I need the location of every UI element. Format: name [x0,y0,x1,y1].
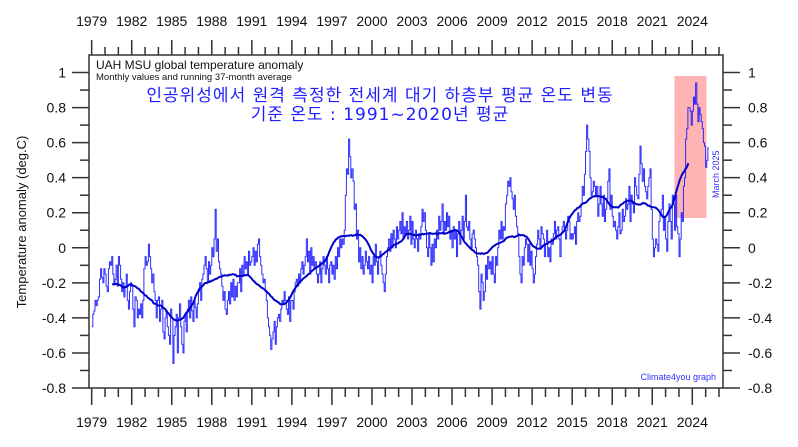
chart-title: UAH MSU global temperature anomaly [96,58,303,72]
y-tick-label-left: -0.8 [42,380,66,396]
y-tick-label-right: 0.4 [748,170,768,186]
highlight-region [674,76,707,218]
y-tick-label-left: 0.2 [47,205,67,221]
x-tick-label-bottom: 2006 [436,414,467,430]
y-tick-label-right: -0.8 [748,380,772,396]
x-tick-label-bottom: 2003 [396,414,427,430]
y-tick-label-left: -0.6 [42,345,66,361]
x-tick-label-bottom: 1994 [276,414,307,430]
running-mean-line [111,162,690,322]
x-tick-label-top: 1985 [156,13,187,29]
x-tick-label-bottom: 2015 [557,414,588,430]
x-tick-label-bottom: 2024 [677,414,708,430]
monthly-values-line [91,82,709,364]
x-tick-label-top: 1979 [76,13,107,29]
x-tick-label-bottom: 1988 [196,414,227,430]
x-tick-label-top: 2009 [477,13,508,29]
x-tick-label-bottom: 1979 [76,414,107,430]
y-tick-label-left: -0.4 [42,310,66,326]
y-tick-label-right: 0.2 [748,205,768,221]
x-tick-label-top: 2000 [356,13,387,29]
x-tick-label-bottom: 1997 [316,414,347,430]
y-tick-label-right: 1 [748,65,756,81]
y-tick-label-right: -0.2 [748,275,772,291]
y-tick-label-left: 0.8 [47,100,67,116]
x-tick-label-top: 1982 [116,13,147,29]
x-tick-label-bottom: 2009 [477,414,508,430]
y-tick-label-left: 1 [58,65,66,81]
korean-annotation-2: 기준 온도 : 1991~2020년 평균 [251,105,510,125]
x-tick-label-top: 2021 [637,13,668,29]
y-tick-label-right: 0.6 [748,135,768,151]
x-tick-label-top: 2006 [436,13,467,29]
y-tick-label-right: -0.6 [748,345,772,361]
x-tick-label-top: 1994 [276,13,307,29]
x-tick-label-bottom: 2021 [637,414,668,430]
x-tick-label-top: 2015 [557,13,588,29]
y-axis-label: Temperature anomaly (deg.C) [14,136,29,309]
y-tick-label-left: 0.4 [47,170,67,186]
chart-subtitle: Monthly values and running 37-month aver… [96,72,292,83]
x-tick-label-top: 2024 [677,13,708,29]
x-tick-label-bottom: 1991 [236,414,267,430]
x-tick-label-top: 2012 [517,13,548,29]
y-tick-label-left: 0.6 [47,135,67,151]
plot-frame [88,54,724,389]
x-tick-label-bottom: 1982 [116,414,147,430]
x-tick-label-top: 2003 [396,13,427,29]
x-tick-label-top: 1991 [236,13,267,29]
y-tick-label-left: -0.2 [42,275,66,291]
x-tick-label-top: 1997 [316,13,347,29]
credit-label: Climate4you graph [640,372,716,382]
y-tick-label-left: 0 [58,240,66,256]
y-tick-label-right: -0.4 [748,310,772,326]
x-tick-label-top: 1988 [196,13,227,29]
y-tick-label-right: 0 [748,240,756,256]
x-tick-label-bottom: 2000 [356,414,387,430]
x-tick-label-bottom: 1985 [156,414,187,430]
korean-annotation-1: 인공위성에서 원격 측정한 전세계 대기 하층부 평균 온도 변동 [146,86,613,106]
last-month-label: March 2025 [711,150,721,198]
y-tick-label-right: 0.8 [748,100,768,116]
x-tick-label-bottom: 2012 [517,414,548,430]
x-tick-label-top: 2018 [597,13,628,29]
x-tick-label-bottom: 2018 [597,414,628,430]
